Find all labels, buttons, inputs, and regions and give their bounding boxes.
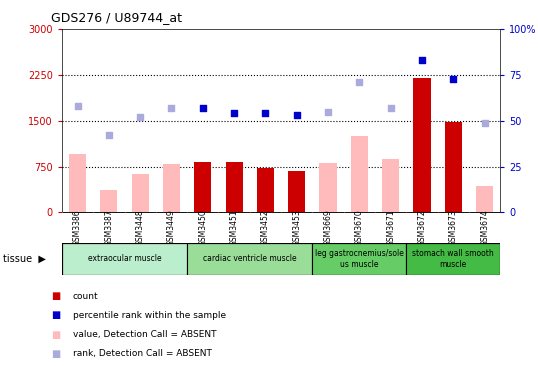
Text: GSM3453: GSM3453 (292, 209, 301, 246)
Text: GSM3448: GSM3448 (136, 209, 145, 246)
Point (167, 105, 176, 111)
Point (104, 132, 113, 138)
Bar (132, 175, 149, 212)
Bar (225, 162, 243, 212)
Point (386, 105, 395, 111)
Text: GSM3387: GSM3387 (104, 209, 114, 246)
Point (73, 103, 82, 109)
Point (136, 114, 145, 120)
Text: GSM3450: GSM3450 (199, 209, 207, 246)
Bar (476, 186, 493, 212)
Text: ■: ■ (51, 291, 60, 302)
Point (355, 79, 364, 85)
Point (480, 120, 489, 126)
Text: rank, Detection Call = ABSENT: rank, Detection Call = ABSENT (73, 349, 211, 358)
Text: percentile rank within the sample: percentile rank within the sample (73, 311, 226, 320)
Point (417, 57, 426, 63)
Text: leg gastrocnemius/sole
us muscle: leg gastrocnemius/sole us muscle (315, 249, 404, 269)
Bar (313, 243, 406, 274)
Text: extraocular muscle: extraocular muscle (88, 254, 161, 264)
Bar (69, 154, 86, 212)
Text: GSM3669: GSM3669 (323, 209, 332, 246)
Text: ■: ■ (51, 348, 60, 359)
Bar (406, 243, 500, 274)
Bar (445, 122, 462, 212)
Bar (382, 159, 399, 212)
Text: GSM3673: GSM3673 (449, 209, 458, 246)
Bar (163, 164, 180, 212)
Bar (194, 162, 211, 212)
Bar (187, 243, 313, 274)
Text: GSM3670: GSM3670 (355, 209, 364, 246)
Point (199, 105, 207, 111)
Bar (257, 168, 274, 212)
Text: stomach wall smooth
muscle: stomach wall smooth muscle (413, 249, 494, 269)
Text: GSM3452: GSM3452 (261, 209, 270, 246)
Text: GSM3674: GSM3674 (480, 209, 489, 246)
Bar (320, 164, 337, 212)
Text: count: count (73, 292, 98, 301)
Text: ■: ■ (51, 329, 60, 340)
Text: tissue  ▶: tissue ▶ (3, 254, 46, 264)
Text: GSM3672: GSM3672 (417, 209, 427, 246)
Bar (62, 243, 187, 274)
Bar (288, 171, 306, 212)
Text: GSM3451: GSM3451 (230, 209, 239, 246)
Text: value, Detection Call = ABSENT: value, Detection Call = ABSENT (73, 330, 216, 339)
Bar (351, 136, 368, 212)
Point (261, 111, 270, 116)
Point (293, 112, 301, 118)
Point (230, 111, 238, 116)
Text: ■: ■ (51, 310, 60, 321)
Text: GSM3449: GSM3449 (167, 209, 176, 246)
Text: GDS276 / U89744_at: GDS276 / U89744_at (51, 11, 182, 24)
Point (324, 109, 332, 115)
Bar (413, 78, 430, 212)
Text: GSM3386: GSM3386 (73, 209, 82, 246)
Text: cardiac ventricle muscle: cardiac ventricle muscle (203, 254, 296, 264)
Bar (100, 190, 117, 212)
Text: GSM3671: GSM3671 (386, 209, 395, 246)
Point (449, 76, 458, 82)
